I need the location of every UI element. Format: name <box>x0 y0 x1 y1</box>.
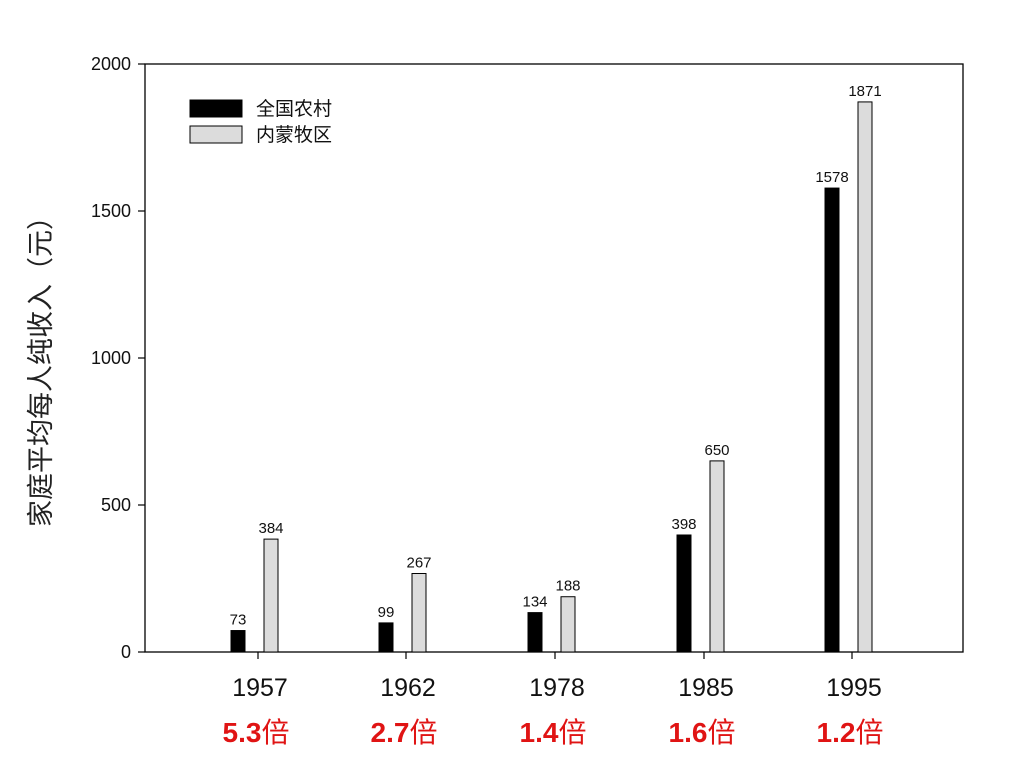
ratio-unit: 倍 <box>707 716 735 749</box>
data-label: 73 <box>230 612 247 629</box>
ratio-unit: 倍 <box>855 716 883 749</box>
data-label: 188 <box>555 578 580 595</box>
data-label: 398 <box>671 516 696 533</box>
bar-rural <box>824 187 840 653</box>
ratio-value: 5.3 <box>223 717 262 748</box>
ratio-unit: 倍 <box>261 716 289 749</box>
bar-rural <box>230 630 246 653</box>
bar-rural <box>527 612 543 653</box>
x-tick-label: 1957 <box>232 674 288 702</box>
x-tick-label: 1995 <box>826 674 882 702</box>
y-axis-ticks: 0 500 1000 1500 2000 <box>91 54 145 662</box>
ratio-label: 1.6倍 <box>669 716 736 749</box>
y-axis-title: 家庭平均每人纯收入（元） <box>26 203 57 527</box>
legend-label-pastoral: 内蒙牧区 <box>256 124 332 146</box>
data-label: 267 <box>406 555 431 572</box>
bar-pastoral <box>709 460 725 653</box>
x-tick-label: 1985 <box>678 674 734 702</box>
bar-pastoral <box>411 573 427 653</box>
y-tick-label: 2000 <box>91 54 131 74</box>
bar-pastoral <box>263 538 279 653</box>
bar-rural <box>378 622 394 653</box>
data-label: 1871 <box>848 83 881 100</box>
legend-swatch-pastoral <box>189 125 243 144</box>
ratio-unit: 倍 <box>558 716 586 749</box>
ratio-value: 1.6 <box>669 717 708 748</box>
ratio-label: 1.4倍 <box>520 716 587 749</box>
data-label: 1578 <box>815 169 848 186</box>
bar-rural <box>676 534 692 653</box>
data-label: 650 <box>704 442 729 459</box>
ratio-labels: 5.3倍 2.7倍 1.4倍 1.6倍 1.2倍 <box>223 716 884 749</box>
x-tick-label: 1962 <box>380 674 436 702</box>
y-tick-label: 1500 <box>91 201 131 221</box>
legend-label-rural: 全国农村 <box>256 98 332 120</box>
data-label: 134 <box>522 594 547 611</box>
ratio-label: 2.7倍 <box>371 716 438 749</box>
data-label: 384 <box>258 520 283 537</box>
y-axis-title-group: 家庭平均每人纯收入（元） <box>26 203 57 527</box>
y-tick-label: 1000 <box>91 348 131 368</box>
ratio-value: 1.2 <box>817 717 856 748</box>
ratio-unit: 倍 <box>409 716 437 749</box>
y-tick-label: 500 <box>101 495 131 515</box>
x-axis-ticks: 1957 1962 1978 1985 1995 <box>232 652 882 702</box>
bar-pastoral <box>560 596 576 653</box>
ratio-value: 2.7 <box>371 717 410 748</box>
y-tick-label: 0 <box>121 642 131 662</box>
ratio-label: 5.3倍 <box>223 716 290 749</box>
x-tick-label: 1978 <box>529 674 585 702</box>
legend-swatch-rural <box>189 99 243 118</box>
ratio-value: 1.4 <box>520 717 559 748</box>
ratio-label: 1.2倍 <box>817 716 884 749</box>
data-label: 99 <box>378 604 395 621</box>
bars <box>230 101 873 653</box>
data-labels: 73 384 99 267 134 188 398 650 1578 1871 <box>230 83 882 629</box>
bar-pastoral <box>857 101 873 653</box>
